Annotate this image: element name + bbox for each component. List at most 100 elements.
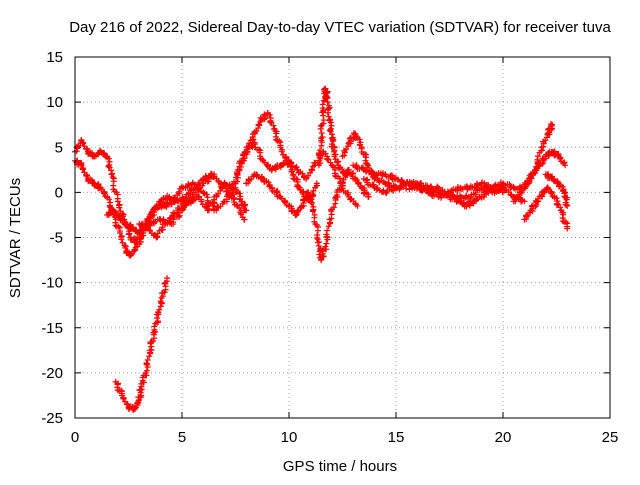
x-tick-label: 10 xyxy=(281,429,298,446)
series-sat-o xyxy=(542,171,571,209)
grid-lines xyxy=(75,57,610,418)
data-trace xyxy=(362,176,377,190)
data-trace xyxy=(138,372,150,387)
data-points xyxy=(72,85,571,413)
series-sat-k xyxy=(350,121,556,210)
data-trace xyxy=(393,181,409,192)
y-tick-label: 5 xyxy=(55,139,63,156)
data-point xyxy=(116,229,123,236)
y-tick-label: -5 xyxy=(50,230,63,247)
data-trace xyxy=(109,174,121,202)
data-trace xyxy=(120,394,131,408)
x-tick-label: 5 xyxy=(178,429,186,446)
data-trace xyxy=(328,195,339,222)
x-tick-label: 0 xyxy=(71,429,79,446)
y-tick-label: -20 xyxy=(41,365,63,382)
data-point xyxy=(241,216,248,223)
data-point xyxy=(562,162,569,169)
data-trace xyxy=(232,187,244,203)
data-trace xyxy=(161,213,176,227)
data-trace xyxy=(358,145,371,167)
data-trace xyxy=(178,180,195,191)
y-tick-label: -10 xyxy=(41,275,63,292)
data-trace xyxy=(352,133,364,149)
data-trace xyxy=(561,190,571,208)
data-trace xyxy=(135,386,145,401)
data-trace xyxy=(303,163,317,181)
data-trace xyxy=(447,183,461,197)
y-tick-label: 10 xyxy=(46,94,63,111)
data-trace xyxy=(545,121,556,138)
data-trace xyxy=(323,219,334,247)
data-trace xyxy=(326,117,336,141)
data-point xyxy=(200,189,207,196)
data-trace xyxy=(287,159,300,171)
data-trace xyxy=(111,208,123,220)
data-trace xyxy=(290,172,302,190)
series-sat-e xyxy=(112,275,171,413)
data-point xyxy=(318,135,325,142)
data-trace xyxy=(143,349,154,374)
data-trace xyxy=(131,398,142,412)
data-point xyxy=(365,193,372,200)
y-tick-label: -25 xyxy=(41,410,63,427)
data-trace xyxy=(328,136,338,154)
data-point xyxy=(564,225,571,232)
data-trace xyxy=(79,139,91,153)
data-trace xyxy=(347,195,359,208)
data-trace xyxy=(272,128,284,149)
chart-title: Day 216 of 2022, Sidereal Day-to-day VTE… xyxy=(69,19,611,36)
data-trace xyxy=(155,294,165,316)
y-tick-label: 15 xyxy=(46,49,63,66)
data-point xyxy=(521,198,528,205)
data-point xyxy=(562,189,569,196)
series-sat-n xyxy=(521,184,571,232)
data-trace xyxy=(339,167,351,186)
data-trace xyxy=(127,244,139,259)
series-sat-d xyxy=(136,179,237,241)
y-tick-label: -15 xyxy=(41,320,63,337)
data-trace xyxy=(305,192,317,215)
data-trace xyxy=(251,141,265,163)
data-trace xyxy=(278,146,290,162)
data-trace xyxy=(116,201,127,220)
data-point xyxy=(164,275,171,282)
data-trace xyxy=(251,118,264,136)
data-trace xyxy=(104,153,116,177)
data-trace xyxy=(79,165,91,180)
series-sat-m xyxy=(510,148,569,205)
y-axis-label: SDTVAR / TECUs xyxy=(7,178,24,298)
data-trace xyxy=(559,209,571,230)
data-trace xyxy=(151,311,161,335)
series-sat-i xyxy=(315,85,348,178)
data-point xyxy=(341,171,348,178)
data-point xyxy=(500,189,506,196)
data-point xyxy=(354,202,361,209)
series-sat-h xyxy=(243,166,372,264)
data-trace xyxy=(331,151,342,166)
series-sat-g xyxy=(226,139,361,209)
data-point xyxy=(313,180,320,187)
data-trace xyxy=(210,173,222,185)
data-point xyxy=(564,202,571,209)
data-point xyxy=(191,184,198,191)
x-axis-label: GPS time / hours xyxy=(283,458,397,475)
data-trace xyxy=(352,162,367,173)
data-point xyxy=(322,243,329,250)
data-trace xyxy=(158,278,170,297)
data-trace xyxy=(311,214,322,243)
data-trace xyxy=(556,154,568,167)
y-tick-label: 0 xyxy=(55,184,63,201)
data-point xyxy=(243,207,250,214)
data-trace xyxy=(317,109,327,140)
data-trace xyxy=(261,177,273,190)
data-trace xyxy=(529,163,542,177)
data-trace xyxy=(118,233,129,251)
data-trace xyxy=(114,380,125,397)
series-sat-l xyxy=(360,175,506,201)
series-sat-c xyxy=(104,170,248,237)
x-tick-label: 20 xyxy=(495,429,512,446)
x-tick-label: 15 xyxy=(388,429,405,446)
